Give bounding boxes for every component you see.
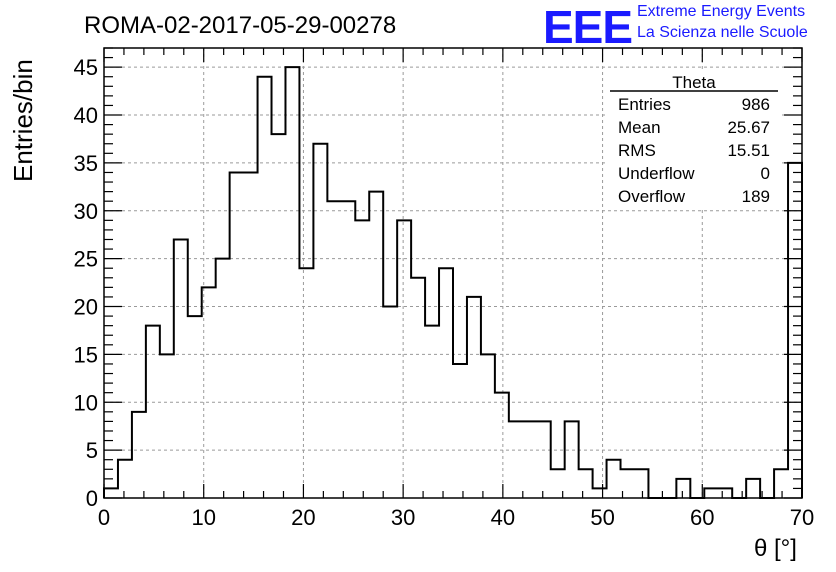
stats-label: RMS xyxy=(618,141,656,160)
histogram-bin xyxy=(272,134,286,498)
histogram-bin xyxy=(397,220,411,498)
stats-title: Theta xyxy=(672,73,716,92)
stats-value: 0 xyxy=(761,164,770,183)
x-tick-label: 50 xyxy=(590,505,614,530)
y-tick-label: 15 xyxy=(74,342,98,367)
histogram-bin xyxy=(216,259,230,498)
y-tick-label: 10 xyxy=(74,390,98,415)
histogram-bin xyxy=(132,412,146,498)
x-tick-label: 30 xyxy=(391,505,415,530)
histogram-bin xyxy=(188,316,202,498)
histogram-bin xyxy=(230,172,244,498)
histogram-bin xyxy=(718,488,732,498)
histogram-bin xyxy=(341,201,355,498)
histogram-bin xyxy=(411,278,425,498)
histogram-bin xyxy=(565,421,579,498)
histogram-bin xyxy=(704,488,718,498)
stats-box: Theta Entries 986 Mean 25.67 RMS 15.51 Underfl… xyxy=(608,72,780,208)
logo-line-1: Extreme Energy Events xyxy=(637,3,806,20)
histogram-bin xyxy=(355,220,369,498)
histogram-bin xyxy=(746,479,760,498)
stats-label: Underflow xyxy=(618,164,695,183)
x-tick-label: 60 xyxy=(690,505,714,530)
histogram-bin xyxy=(579,469,593,498)
stats-label: Mean xyxy=(618,118,661,137)
y-tick-label: 30 xyxy=(74,199,98,224)
histogram-bin xyxy=(299,268,313,498)
histogram-bin xyxy=(467,297,481,498)
histogram-bin xyxy=(146,326,160,498)
histogram-bin xyxy=(327,201,341,498)
y-tick-label: 5 xyxy=(86,438,98,463)
histogram-bin xyxy=(593,488,607,498)
histogram-bin xyxy=(607,460,621,498)
y-tick-label: 35 xyxy=(74,151,98,176)
eee-logo: EEE xyxy=(543,1,633,53)
histogram-bin xyxy=(202,287,216,498)
x-tick-label: 40 xyxy=(491,505,515,530)
histogram-outline xyxy=(103,66,803,499)
histogram-bin xyxy=(313,144,327,498)
histogram-bin xyxy=(244,172,258,498)
histogram-bin xyxy=(369,192,383,498)
chart-title: ROMA-02-2017-05-29-00278 xyxy=(84,12,397,39)
histogram-bin xyxy=(481,354,495,498)
histogram-bin xyxy=(439,268,453,498)
x-tick-label: 10 xyxy=(191,505,215,530)
logo-line-2: La Scienza nelle Scuole xyxy=(637,24,808,41)
histogram-bin xyxy=(383,307,397,498)
histogram-bin xyxy=(104,488,118,498)
x-axis-label: θ [°] xyxy=(754,535,797,562)
histogram-bin xyxy=(258,77,272,498)
y-tick-label: 40 xyxy=(74,103,98,128)
histogram-bin xyxy=(453,364,467,498)
x-tick-label: 20 xyxy=(291,505,315,530)
histogram-bin xyxy=(634,469,648,498)
stats-value: 15.51 xyxy=(727,141,770,160)
histogram-bin xyxy=(537,421,551,498)
histogram-bin xyxy=(118,460,132,498)
stats-value: 189 xyxy=(742,187,770,206)
histogram-bin xyxy=(788,163,802,498)
y-tick-label: 25 xyxy=(74,247,98,272)
stats-value: 25.67 xyxy=(727,118,770,137)
histogram-bin xyxy=(495,393,509,498)
y-tick-label: 45 xyxy=(74,55,98,80)
stats-value: 986 xyxy=(742,95,770,114)
histogram-bin xyxy=(174,239,188,498)
histogram-bin xyxy=(509,421,523,498)
histogram-bin xyxy=(774,469,788,498)
y-tick-label: 0 xyxy=(86,486,98,511)
histogram-bin xyxy=(160,354,174,498)
histogram-bin xyxy=(676,479,690,498)
y-tick-label: 20 xyxy=(74,295,98,320)
histogram-bin xyxy=(285,67,299,498)
stats-label: Overflow xyxy=(618,187,686,206)
stats-label: Entries xyxy=(618,95,671,114)
plot-frame xyxy=(103,47,803,499)
histogram-bin xyxy=(523,421,537,498)
histogram-bin xyxy=(425,326,439,498)
x-tick-label: 70 xyxy=(790,505,814,530)
x-tick-label: 0 xyxy=(98,505,110,530)
